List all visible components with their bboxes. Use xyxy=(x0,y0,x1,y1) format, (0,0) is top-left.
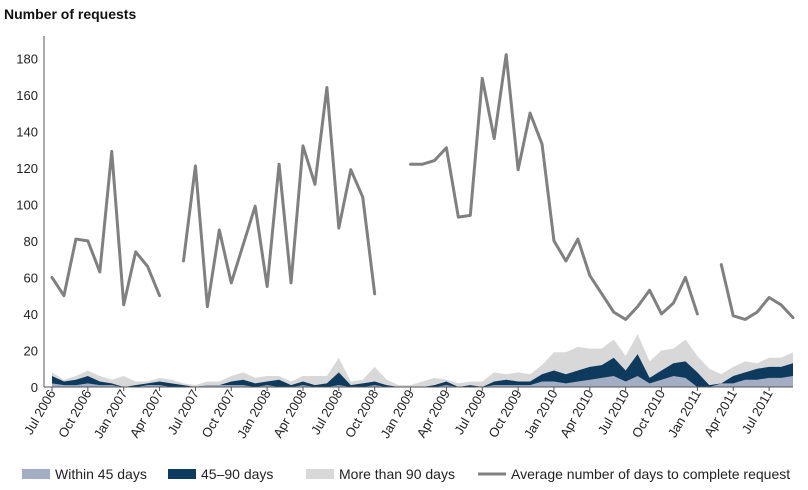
legend-label: Within 45 days xyxy=(55,466,147,482)
y-tick-label: 100 xyxy=(16,197,38,212)
x-tick-label: Jan 2009 xyxy=(377,387,417,441)
x-tick-label: Apr 2011 xyxy=(701,387,740,439)
legend-label: More than 90 days xyxy=(339,466,455,482)
x-tick-label: Oct 2007 xyxy=(198,387,237,440)
line-average-days xyxy=(50,53,795,321)
x-tick-label: Oct 2010 xyxy=(629,387,668,440)
x-tick-label: Apr 2007 xyxy=(127,387,166,440)
y-tick-label: 140 xyxy=(16,124,38,139)
x-tick-label: Oct 2006 xyxy=(55,387,94,440)
x-tick-label: Jul 2006 xyxy=(21,387,59,437)
y-tick-label: 80 xyxy=(24,234,38,249)
x-tick-label: Jan 2007 xyxy=(91,387,131,441)
x-tick-label: Apr 2009 xyxy=(414,387,453,440)
x-tick-label: Jul 2008 xyxy=(308,387,346,437)
area-within-45-days xyxy=(52,376,793,387)
legend-label: 45–90 days xyxy=(201,466,273,482)
y-tick-label: 40 xyxy=(24,307,38,322)
x-tick-label: Oct 2008 xyxy=(342,387,381,440)
x-tick-label: Jan 2010 xyxy=(521,387,561,441)
x-tick-label: Jul 2007 xyxy=(164,387,202,437)
x-tick-label: Jan 2011 xyxy=(665,387,704,440)
y-tick-label: 180 xyxy=(16,51,38,66)
x-tick-label: Oct 2009 xyxy=(485,387,524,440)
y-tick-label: 120 xyxy=(16,161,38,176)
x-tick-label: Jan 2008 xyxy=(234,387,274,441)
y-tick-label: 20 xyxy=(24,343,38,358)
y-axis-title: Number of requests xyxy=(4,6,136,22)
legend-swatch xyxy=(306,469,334,479)
x-tick-label: Apr 2008 xyxy=(270,387,309,440)
x-tick-label: Jul 2011 xyxy=(739,387,776,436)
y-axis: 0 20 40 60 80 100 120 140 160 180 xyxy=(16,51,38,395)
x-tick-label: Jul 2010 xyxy=(595,387,633,437)
y-tick-label: 160 xyxy=(16,88,38,103)
stacked-areas xyxy=(52,334,793,387)
y-tick-label: 0 xyxy=(31,380,38,395)
legend-swatch xyxy=(168,469,196,479)
legend-swatch xyxy=(22,469,50,479)
y-tick-label: 60 xyxy=(24,270,38,285)
x-tick-label: Apr 2010 xyxy=(557,387,596,440)
legend: Within 45 days 45–90 days More than 90 day… xyxy=(22,466,790,482)
legend-label: Average number of days to complete reque… xyxy=(511,466,790,482)
x-tick-label: Jul 2009 xyxy=(451,387,489,437)
average-days-line xyxy=(50,53,795,321)
